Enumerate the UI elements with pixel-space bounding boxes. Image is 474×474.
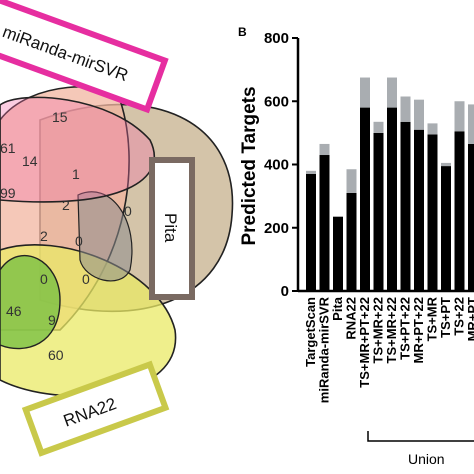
x-category-label: Pita xyxy=(330,296,345,321)
bar-segment-top xyxy=(468,104,474,144)
venn-diagram: 15 61 14 1 99 2 0 2 0 0 0 46 9 60 miRand… xyxy=(0,0,234,457)
venn-region-value: 15 xyxy=(52,109,68,125)
venn-region-value: 0 xyxy=(82,271,90,287)
x-category-labels: TargetScanmiRanda-mirSVRPitaRNA22TS+MR+P… xyxy=(303,296,474,403)
bar-segment-base xyxy=(306,173,316,291)
venn-ellipse-green xyxy=(0,254,61,350)
venn-region-value: 60 xyxy=(48,347,64,363)
bar-segment-top xyxy=(414,99,424,130)
x-category-label: TS+MR+22 xyxy=(371,297,386,363)
venn-region-value: 0 xyxy=(40,271,48,287)
bar-segment-base xyxy=(387,107,397,291)
bar-segment-top xyxy=(319,143,330,156)
bar-segment-base xyxy=(414,129,424,291)
venn-overlap-gray xyxy=(77,191,133,282)
bar-segment-base xyxy=(441,166,451,291)
bar-segment-base xyxy=(333,216,343,291)
y-ticks: 0 200 400 600 800 xyxy=(264,30,298,300)
panel-label: B xyxy=(238,25,247,39)
y-axis-label: Predicted Targets xyxy=(239,86,260,245)
set-label-box xyxy=(0,0,169,114)
x-category-label: TS+22 xyxy=(452,297,467,336)
x-category-label: MR+PT xyxy=(465,297,474,341)
venn-petal-top xyxy=(0,96,156,203)
venn-region-value: 2 xyxy=(62,197,70,213)
union-label: Union xyxy=(408,451,445,467)
y-tick-label: 0 xyxy=(281,283,289,300)
x-category-label: miRanda-mirSVR xyxy=(317,296,332,403)
venn-region-value: 46 xyxy=(6,303,22,319)
bar-segment-base xyxy=(373,132,384,291)
set-label-box xyxy=(149,157,195,300)
bar-segment-top xyxy=(346,169,357,193)
x-category-label: TS+MR+PT+22 xyxy=(357,297,372,388)
venn-region-value: 99 xyxy=(0,185,16,201)
bar-segment-top xyxy=(306,170,316,174)
set-label-pita: Pita xyxy=(149,157,195,300)
bar-segment-top xyxy=(454,101,465,132)
bar-segment-top xyxy=(441,162,451,167)
bar-chart: B Predicted Targets 0 200 400 600 800 Target… xyxy=(238,25,474,467)
x-category-label: TS+PT+22 xyxy=(398,297,413,360)
set-label-box xyxy=(21,360,170,457)
y-tick-label: 200 xyxy=(264,220,289,237)
union-bracket-line xyxy=(367,431,474,442)
union-bracket: Union xyxy=(367,431,474,467)
venn-region-value: 1 xyxy=(72,166,80,182)
x-category-label: TS+MR+22 xyxy=(384,297,399,363)
bar-segment-top xyxy=(373,121,384,133)
y-tick-label: 400 xyxy=(264,157,289,174)
set-label-text: Pita xyxy=(161,213,180,243)
x-category-label: TargetScan xyxy=(303,297,318,367)
bar-segment-base xyxy=(346,192,357,291)
y-tick-label: 600 xyxy=(264,93,289,110)
x-category-label: MR+PT+22 xyxy=(411,297,426,363)
bar-segment-top xyxy=(427,123,438,135)
venn-region-value: 61 xyxy=(0,140,16,156)
bar-segment-top xyxy=(400,96,411,122)
venn-region-value: 0 xyxy=(124,203,132,219)
venn-region-value: 0 xyxy=(75,233,83,249)
venn-region-value: 14 xyxy=(22,153,38,169)
bar-segment-base xyxy=(319,155,330,291)
bar-segment-top xyxy=(387,77,397,108)
venn-region-value: 9 xyxy=(48,312,56,328)
bar-segment-base xyxy=(400,121,411,292)
bars xyxy=(306,77,474,292)
bar-segment-base xyxy=(427,134,438,291)
x-category-label: TS+PT xyxy=(438,297,453,338)
x-category-label: RNA22 xyxy=(344,297,359,340)
bar-segment-base xyxy=(468,143,474,291)
x-category-label: TS+MR xyxy=(425,296,440,341)
bar-segment-base xyxy=(360,107,370,291)
y-tick-label: 800 xyxy=(264,30,289,47)
venn-region-value: 2 xyxy=(40,228,48,244)
bar-segment-top xyxy=(360,77,370,108)
set-label-rna22: RNA22 xyxy=(21,360,170,457)
bar-segment-base xyxy=(454,131,465,291)
